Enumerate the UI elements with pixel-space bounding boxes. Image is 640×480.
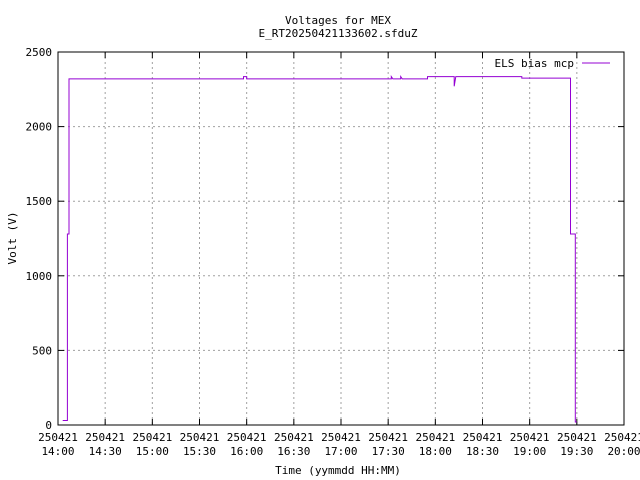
plot-border (57, 51, 625, 426)
series-line-els-bias-mcp (62, 75, 577, 423)
grid-lines (58, 52, 624, 425)
x-tick-time: 18:00 (419, 445, 452, 458)
x-tick-date: 250421 (321, 431, 361, 444)
y-tick-label: 500 (32, 344, 52, 357)
x-tick-time: 19:00 (513, 445, 546, 458)
y-tick-labels: 0 500 1000 1500 2000 2500 (26, 46, 53, 432)
x-tick-date: 250421 (368, 431, 408, 444)
x-tick-time: 20:00 (607, 445, 640, 458)
y-axis-label: Volt (V) (6, 212, 19, 265)
x-tick-time: 15:00 (136, 445, 169, 458)
x-tick-date: 250421 (38, 431, 78, 444)
x-tick-time: 19:30 (560, 445, 593, 458)
y-tick-label: 2500 (26, 46, 53, 59)
series-layer (62, 75, 577, 423)
x-tick-date: 250421 (557, 431, 597, 444)
x-axis-label: Time (yymmdd HH:MM) (275, 464, 401, 477)
x-tick-time: 17:00 (324, 445, 357, 458)
x-tick-date: 250421 (180, 431, 220, 444)
x-tick-date: 250421 (85, 431, 125, 444)
x-tick-time: 16:30 (277, 445, 310, 458)
x-tick-time: 16:00 (230, 445, 263, 458)
chart-title: Voltages for MEX (285, 14, 391, 27)
x-tick-date: 250421 (510, 431, 550, 444)
y-tick-label: 2000 (26, 121, 53, 134)
x-tick-date: 250421 (132, 431, 172, 444)
legend-label: ELS bias mcp (495, 57, 574, 70)
legend: ELS bias mcp (495, 57, 610, 70)
x-tick-time: 17:30 (372, 445, 405, 458)
x-tick-date: 250421 (274, 431, 314, 444)
x-tick-labels: 25042114:0025042114:3025042115:002504211… (38, 431, 640, 458)
x-tick-date: 250421 (463, 431, 503, 444)
x-tick-date: 250421 (604, 431, 640, 444)
x-tick-date: 250421 (415, 431, 455, 444)
x-tick-time: 14:00 (41, 445, 74, 458)
x-tick-time: 15:30 (183, 445, 216, 458)
x-tick-time: 14:30 (89, 445, 122, 458)
x-tick-time: 18:30 (466, 445, 499, 458)
y-tick-label: 1500 (26, 195, 53, 208)
chart-subtitle: E_RT20250421133602.sfduZ (259, 27, 418, 40)
x-tick-date: 250421 (227, 431, 267, 444)
y-tick-label: 0 (45, 419, 52, 432)
y-tick-label: 1000 (26, 270, 53, 283)
